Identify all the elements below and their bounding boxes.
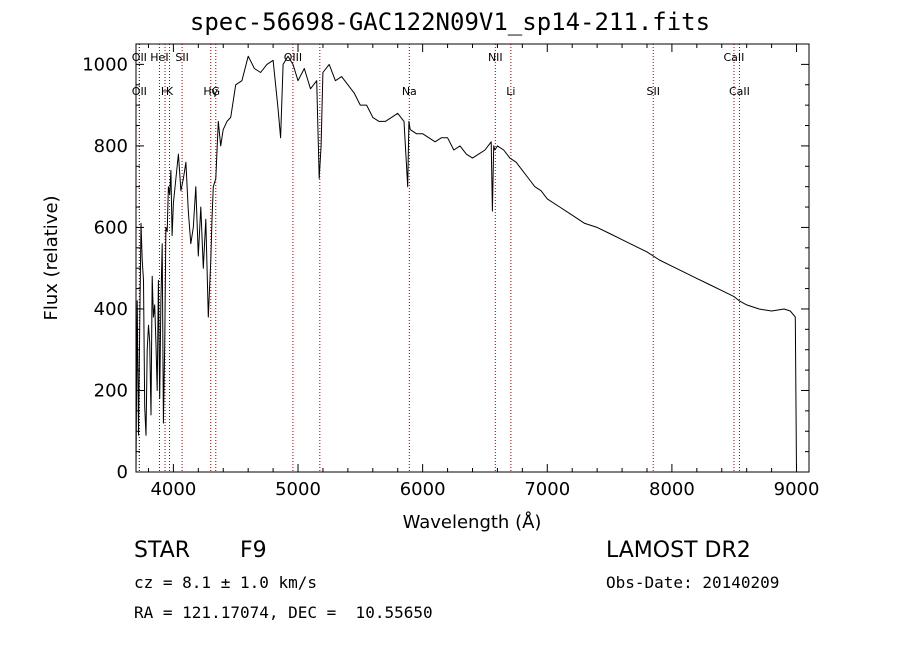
line-marker-label: Na: [402, 85, 417, 98]
x-tick-label: 7000: [524, 479, 570, 500]
line-marker-label: SII: [646, 85, 659, 98]
coordinates-ra-dec: RA = 121.17074, DEC = 10.55650: [134, 603, 433, 622]
line-marker-label: HeI: [150, 51, 168, 64]
line-marker-label: SII: [175, 51, 188, 64]
y-tick-label: 0: [117, 462, 128, 483]
y-tick-label: 600: [94, 217, 128, 238]
line-marker-label: CaII: [729, 85, 750, 98]
spectrum-series: [135, 55, 797, 473]
x-tick-label: 8000: [649, 479, 695, 500]
object-subclass: F9: [240, 538, 267, 563]
x-tick-label: 4000: [150, 479, 196, 500]
line-marker-label: K: [166, 85, 174, 98]
redshift-cz: cz = 8.1 ± 1.0 km/s: [134, 573, 318, 592]
chart-title: spec-56698-GAC122N09V1_sp14-211.fits: [189, 8, 711, 36]
x-axis-ticks: 4000 5000 6000 7000 8000 9000: [147, 44, 820, 500]
line-marker-label: NII: [488, 51, 503, 64]
y-axis-ticks: 0 200 400 600 800 1000: [82, 43, 809, 483]
object-class: STAR: [134, 538, 191, 563]
y-axis-label: Flux (relative): [41, 195, 62, 320]
plot-frame: [135, 43, 810, 473]
line-marker-label: H: [161, 85, 169, 98]
survey-name: LAMOST DR2: [606, 538, 751, 563]
line-marker-label: OIII: [284, 51, 302, 64]
line-marker-label: Hγ: [203, 85, 218, 98]
x-tick-label: 5000: [275, 479, 321, 500]
x-tick-label: 9000: [774, 479, 820, 500]
line-marker-label: G: [211, 85, 220, 98]
x-axis-label: Wavelength (Å): [403, 511, 542, 533]
spectrum-line-0: [135, 55, 797, 473]
y-tick-label: 400: [94, 299, 128, 320]
y-tick-label: 1000: [82, 54, 128, 75]
y-tick-label: 800: [94, 136, 128, 157]
line-marker-label: Li: [506, 85, 515, 98]
line-marker-label: OII: [132, 85, 147, 98]
y-tick-label: 200: [94, 380, 128, 401]
line-marker-label: OII: [132, 51, 147, 64]
observation-date: Obs-Date: 20140209: [606, 573, 780, 592]
x-tick-label: 6000: [400, 479, 446, 500]
spectral-line-markers: [138, 44, 740, 472]
line-marker-label: CaII: [724, 51, 745, 64]
